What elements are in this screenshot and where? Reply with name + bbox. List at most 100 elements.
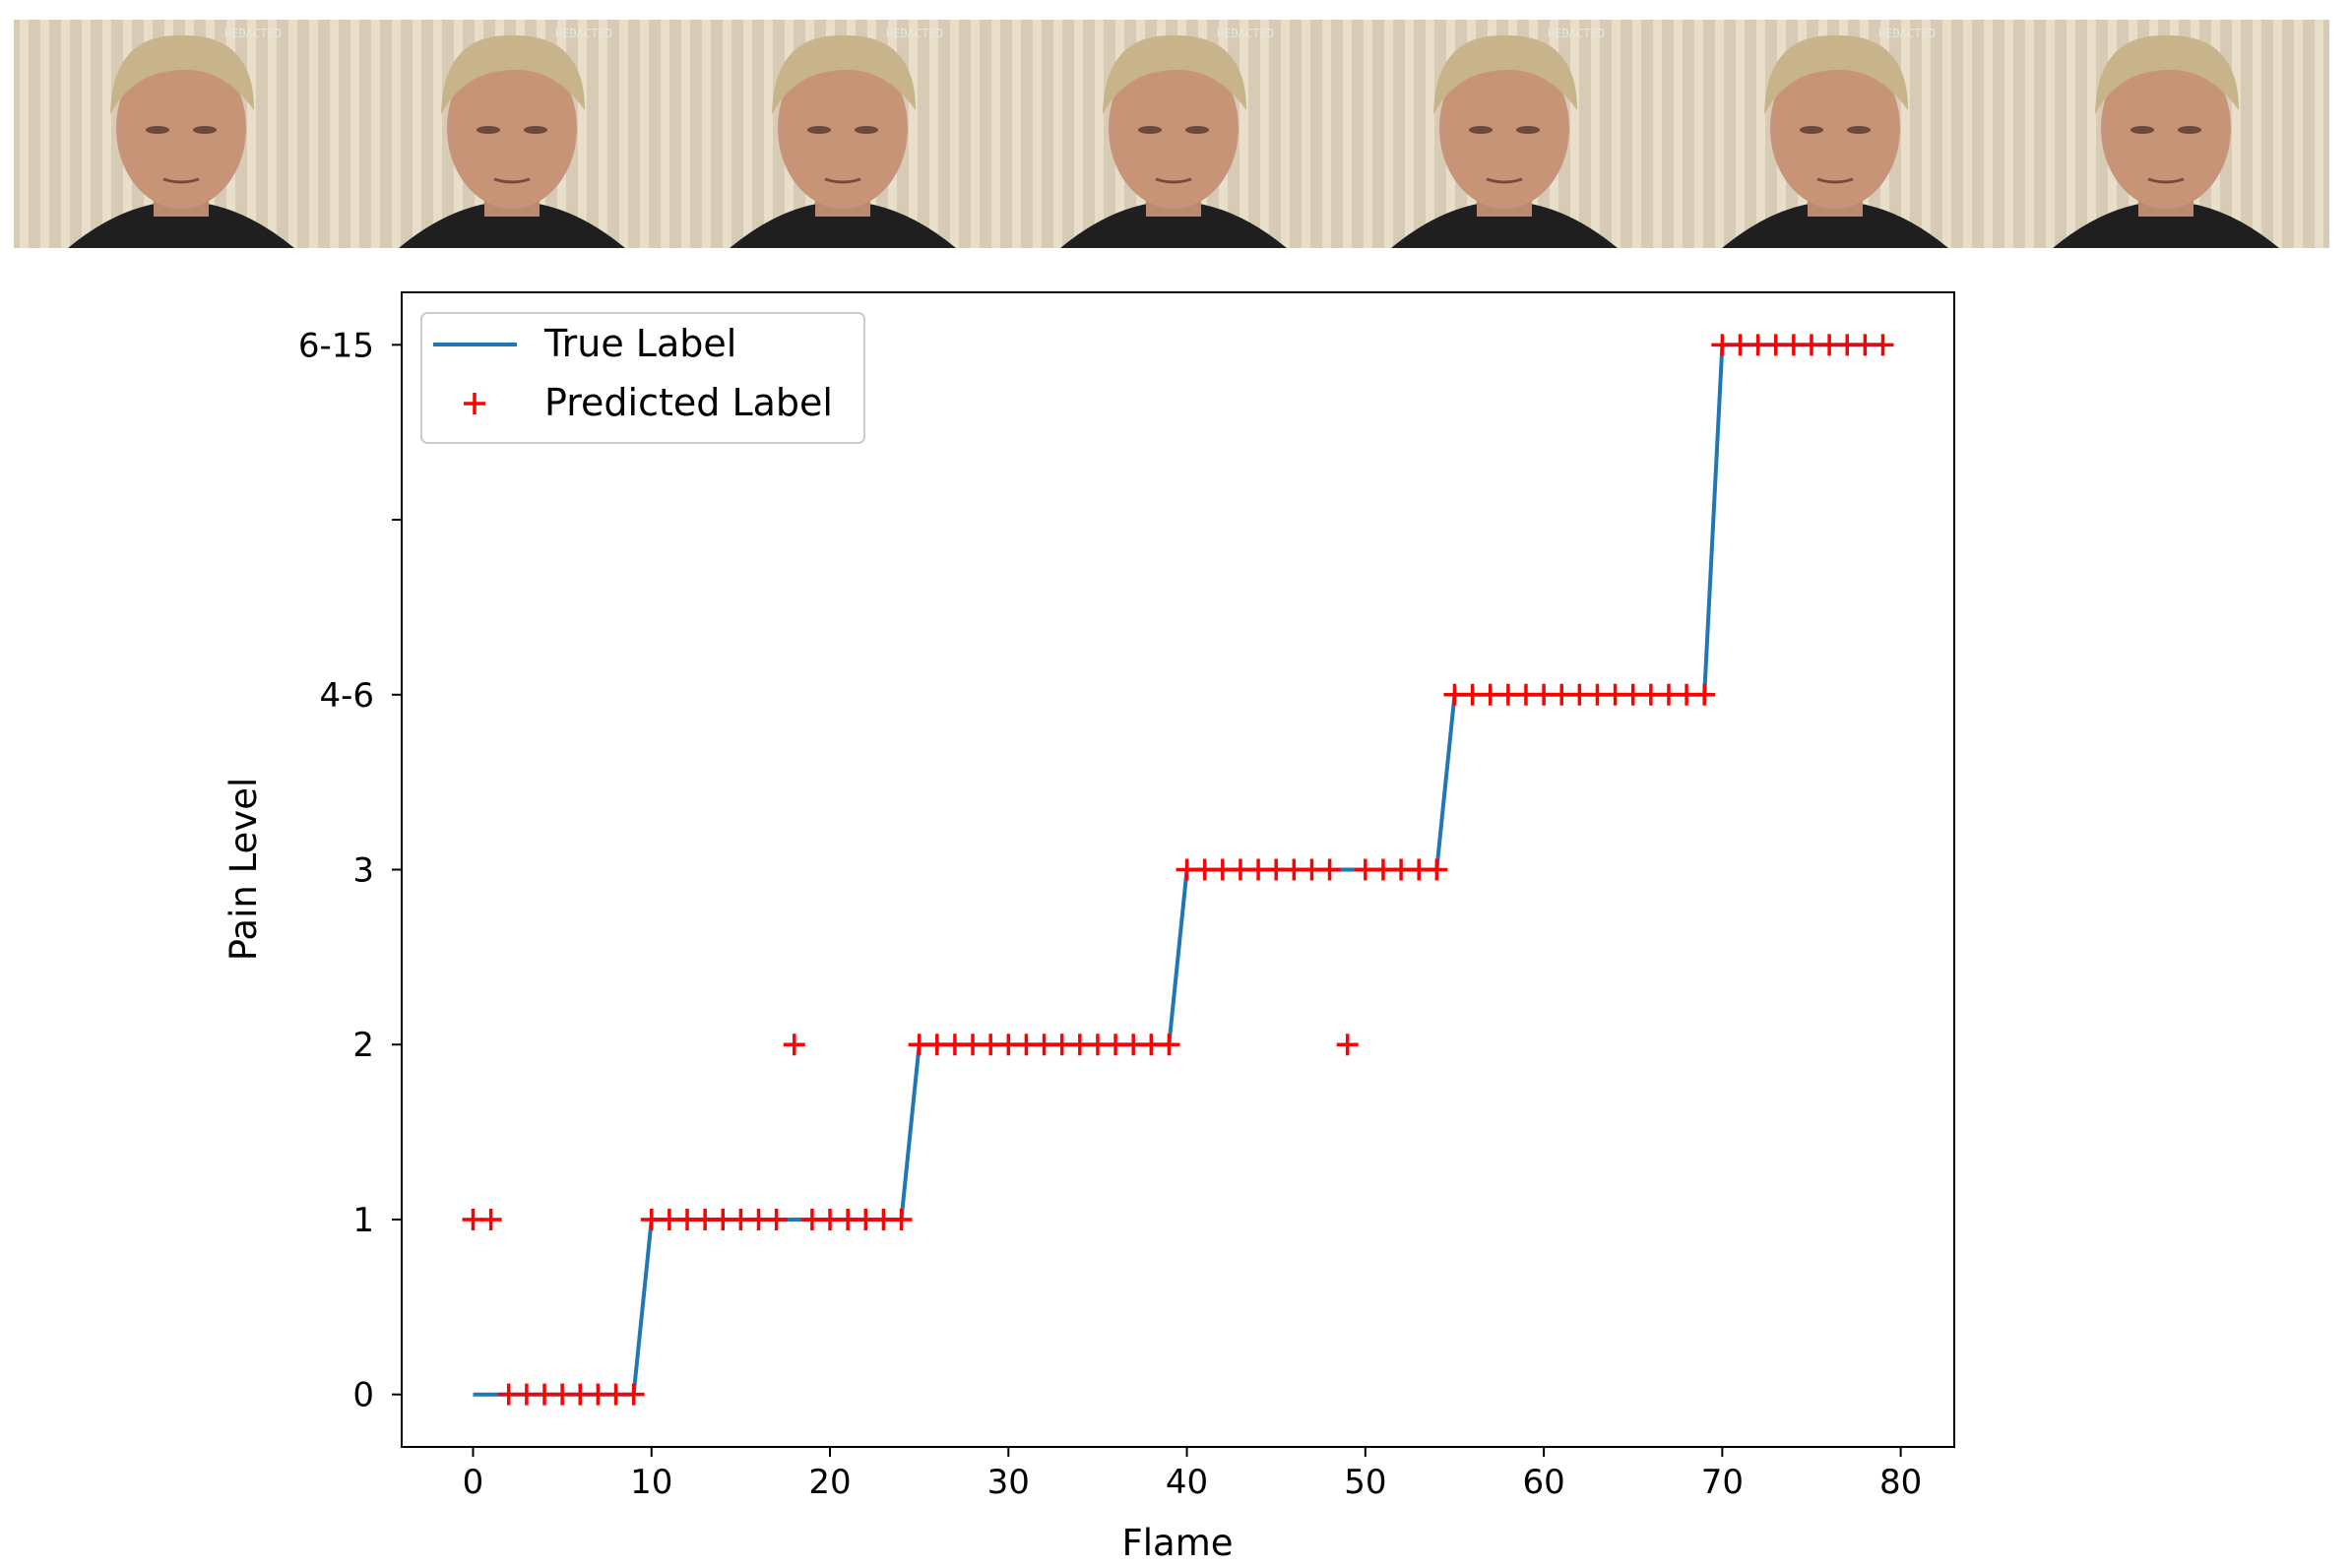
blind-stripe (2087, 20, 2096, 248)
blind-stripe (764, 20, 773, 248)
blind-stripe (1426, 20, 1434, 248)
x-tick-label: 20 (808, 1463, 851, 1502)
hair-shape (772, 34, 916, 115)
blind-stripe (1984, 20, 1993, 248)
mouth-shape (1816, 177, 1854, 184)
blind-stripe (1322, 20, 1331, 248)
blind-stripe (1343, 20, 1352, 248)
face-shape (1439, 47, 1569, 209)
blind-stripe (350, 20, 359, 248)
blind-stripe (1715, 20, 1724, 248)
legend: True Label Predicted Label (420, 312, 865, 444)
y-axis-label: Pain Level (222, 778, 265, 961)
blind-stripe (102, 20, 111, 248)
video-frame: REDACTED (224, 20, 675, 248)
y-tick-label: 0 (352, 1376, 374, 1415)
blind-stripe (743, 20, 752, 248)
blind-stripe (2066, 20, 2075, 248)
blind-stripe (1674, 20, 1683, 248)
blind-stripe (1942, 20, 1951, 248)
frame-timestamp-stamp: REDACTED (1878, 27, 1936, 40)
predicted-label-point (1158, 1034, 1180, 1056)
blind-stripe (371, 20, 380, 248)
true-label-line (473, 343, 1883, 1397)
blind-stripe (599, 20, 607, 248)
x-axis-label: Flame (1121, 1522, 1233, 1564)
mouth-shape (824, 177, 861, 184)
legend-label-predicted: Predicted Label (544, 381, 833, 424)
blind-stripe (2046, 20, 2055, 248)
frame-timestamp-stamp: REDACTED (555, 27, 612, 40)
blind-stripe (1405, 20, 1414, 248)
legend-plus-mark (464, 393, 485, 414)
x-tick-label: 30 (987, 1463, 1030, 1502)
video-frame: REDACTED (1548, 20, 1999, 248)
hair-shape (441, 34, 585, 115)
blind-stripe (1302, 20, 1310, 248)
frame-timestamp-stamp: REDACTED (886, 27, 943, 40)
mouth-shape (2147, 177, 2185, 184)
y-tick-label: 2 (352, 1026, 374, 1065)
blind-stripe (2294, 20, 2303, 248)
legend-plus-swatch (464, 393, 485, 414)
left-eye-shape (146, 126, 169, 134)
mouth-shape (162, 177, 200, 184)
predicted-label-point (890, 1208, 913, 1230)
x-tick-label: 70 (1701, 1463, 1744, 1502)
right-eye-shape (524, 126, 547, 134)
shirt-shape (1722, 201, 1948, 248)
blind-stripe (2232, 20, 2241, 248)
video-frame: REDACTED (1217, 20, 1668, 248)
hair-shape (1433, 34, 1577, 115)
blind-stripe (1074, 20, 1083, 248)
face-shape (1109, 47, 1239, 209)
blind-stripe (20, 20, 29, 248)
right-eye-shape (1516, 126, 1540, 134)
blind-stripe (392, 20, 401, 248)
predicted-label-point (479, 1208, 502, 1230)
blind-stripe (1053, 20, 1062, 248)
blind-stripe (309, 20, 318, 248)
hair-shape (110, 34, 254, 115)
x-tick-label: 80 (1879, 1463, 1922, 1502)
frame-timestamp-stamp: REDACTED (1548, 27, 1605, 40)
x-tick-label: 50 (1344, 1463, 1386, 1502)
left-eye-shape (1138, 126, 1162, 134)
blind-stripe (1095, 20, 1104, 248)
blind-stripe (413, 20, 421, 248)
blind-stripe (2273, 20, 2282, 248)
predicted-label-point (765, 1208, 788, 1230)
right-eye-shape (1847, 126, 1871, 134)
blind-stripe (1653, 20, 1662, 248)
blind-stripe (991, 20, 1000, 248)
blind-stripe (2025, 20, 2034, 248)
blind-stripe (971, 20, 980, 248)
blind-stripe (1612, 20, 1621, 248)
blind-stripe (82, 20, 91, 248)
blind-stripe (433, 20, 442, 248)
blind-stripe (661, 20, 669, 248)
y-tick-label: 6-15 (298, 326, 374, 365)
blind-stripe (1963, 20, 1972, 248)
left-eye-shape (2130, 126, 2154, 134)
blind-stripe (61, 20, 70, 248)
right-eye-shape (193, 126, 217, 134)
face-video-filmstrip: REDACTED REDACTED REDACTED REDACTED REDACTED… (14, 20, 2329, 248)
blind-stripe (330, 20, 339, 248)
left-eye-shape (1469, 126, 1493, 134)
left-eye-shape (1800, 126, 1823, 134)
x-tick-label: 10 (630, 1463, 672, 1502)
blind-stripe (681, 20, 690, 248)
predicted-label-point (622, 1383, 645, 1406)
blind-stripe (1364, 20, 1372, 248)
blind-stripe (1632, 20, 1641, 248)
blind-stripe (619, 20, 628, 248)
y-tick-label: 1 (352, 1201, 374, 1240)
blind-stripe (1384, 20, 1393, 248)
blind-stripe (1570, 20, 1579, 248)
frame-timestamp-stamp: REDACTED (1217, 27, 1274, 40)
video-frame: REDACTED (886, 20, 1337, 248)
blind-stripe (578, 20, 587, 248)
blind-stripe (247, 20, 256, 248)
